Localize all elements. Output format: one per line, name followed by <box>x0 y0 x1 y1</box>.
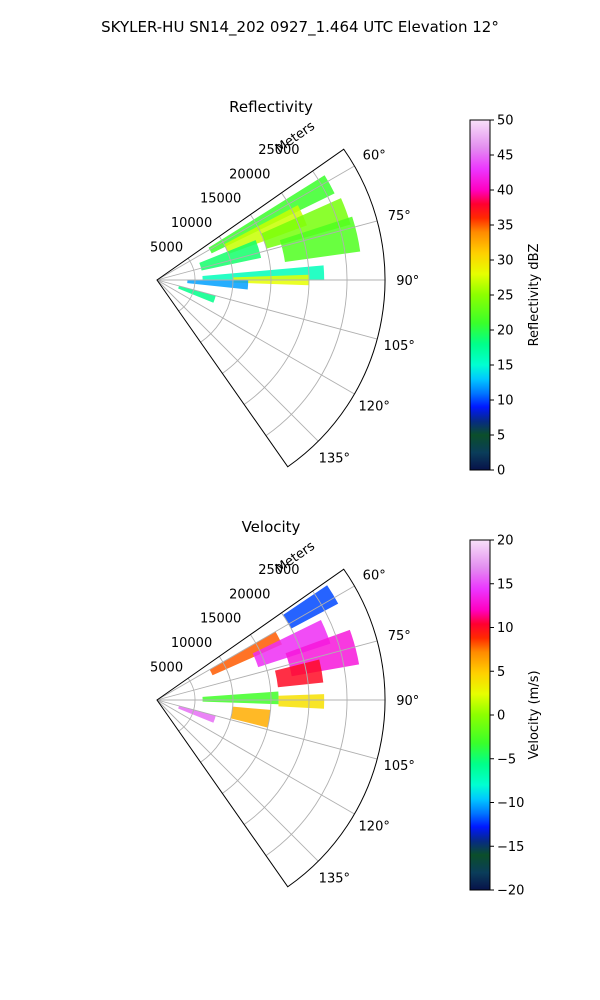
azimuth-tick-label: 75° <box>388 629 411 644</box>
radial-tick-label: 10000 <box>171 216 212 231</box>
azimuth-gridline <box>156 699 378 760</box>
azimuth-tick-label: 120° <box>359 399 390 414</box>
range-ring <box>200 656 234 763</box>
range-ring <box>200 236 234 343</box>
range-ring <box>222 634 272 794</box>
radial-tick-label: 25000 <box>258 563 299 578</box>
panel-title: Reflectivity <box>229 98 313 116</box>
echo-region <box>278 694 325 709</box>
echo-region <box>261 198 351 249</box>
colorbar-tick-label: −5 <box>497 752 516 767</box>
azimuth-tick-label: 135° <box>319 871 350 886</box>
reflectivity-panel: Reflectivity500010000150002000025000Mete… <box>150 98 542 479</box>
colorbar-tick-label: 5 <box>497 665 505 680</box>
azimuth-tick-label: 105° <box>384 339 415 354</box>
range-ring <box>265 170 348 437</box>
echo-region <box>224 205 307 255</box>
range-ring <box>243 192 310 405</box>
azimuth-tick-label: 105° <box>384 759 415 774</box>
azimuth-tick-label: 120° <box>359 819 390 834</box>
colorbar <box>469 119 491 471</box>
radial-tick-label: 20000 <box>229 167 270 182</box>
colorbar-tick-label: 40 <box>497 184 514 199</box>
colorbar-tick-label: −10 <box>497 796 524 811</box>
echo-region <box>252 620 331 668</box>
colorbar-tick-label: 25 <box>497 289 514 304</box>
azimuth-gridline <box>156 279 355 395</box>
colorbar-tick-label: 5 <box>497 429 505 444</box>
radial-tick-label: 15000 <box>200 612 241 627</box>
azimuth-tick-label: 90° <box>396 274 419 289</box>
sector-outline <box>156 148 386 468</box>
azimuth-tick-label: 75° <box>388 209 411 224</box>
radial-tick-label: 5000 <box>150 661 183 676</box>
echo-region <box>274 659 324 688</box>
azimuth-gridline <box>156 220 378 281</box>
colorbar-tick-label: 10 <box>497 394 514 409</box>
echo-region <box>230 706 271 728</box>
range-ring <box>243 612 310 825</box>
colorbar-tick-label: 0 <box>497 464 505 479</box>
colorbar-tick-label: 0 <box>497 709 505 724</box>
figure-title: SKYLER-HU SN14_202 0927_1.464 UTC Elevat… <box>101 18 499 37</box>
echo-region <box>202 691 279 705</box>
colorbar-tick-label: 15 <box>497 577 514 592</box>
echo-region <box>199 240 262 271</box>
echo-region <box>187 280 249 290</box>
azimuth-gridline <box>156 279 319 442</box>
azimuth-gridline <box>156 165 355 281</box>
azimuth-tick-label: 90° <box>396 694 419 709</box>
colorbar-tick-label: 20 <box>497 534 514 549</box>
azimuth-gridline <box>156 699 319 862</box>
echo-region <box>178 705 216 723</box>
colorbar-tick-label: 30 <box>497 254 514 269</box>
azimuth-gridline <box>156 699 355 815</box>
colorbar <box>469 539 491 891</box>
azimuth-tick-label: 135° <box>319 451 350 466</box>
range-ring <box>265 590 348 857</box>
colorbar-tick-label: 50 <box>497 114 514 129</box>
radial-tick-label: 25000 <box>258 143 299 158</box>
radial-tick-label: 20000 <box>229 587 270 602</box>
sector-outline <box>156 568 386 888</box>
colorbar-tick-label: 15 <box>497 359 514 374</box>
echo-region <box>283 585 339 629</box>
echo-region <box>209 631 282 676</box>
azimuth-tick-label: 60° <box>363 569 386 584</box>
colorbar-tick-label: −15 <box>497 840 524 855</box>
panel-title: Velocity <box>242 518 301 536</box>
colorbar-label: Velocity (m/s) <box>527 670 542 759</box>
azimuth-tick-label: 60° <box>363 149 386 164</box>
colorbar-tick-label: 10 <box>497 621 514 636</box>
colorbar-tick-label: 20 <box>497 324 514 339</box>
radial-tick-label: 5000 <box>150 241 183 256</box>
radial-tick-label: 10000 <box>171 636 212 651</box>
colorbar-tick-label: 35 <box>497 219 514 234</box>
azimuth-gridline <box>156 279 378 340</box>
azimuth-gridline <box>156 640 378 701</box>
azimuth-gridline <box>156 585 355 701</box>
colorbar-label: Reflectivity dBZ <box>527 244 542 347</box>
echo-region <box>178 285 216 303</box>
radial-tick-label: 15000 <box>200 192 241 207</box>
colorbar-tick-label: 45 <box>497 149 514 164</box>
colorbar-tick-label: −20 <box>497 884 524 899</box>
range-ring <box>222 214 272 374</box>
